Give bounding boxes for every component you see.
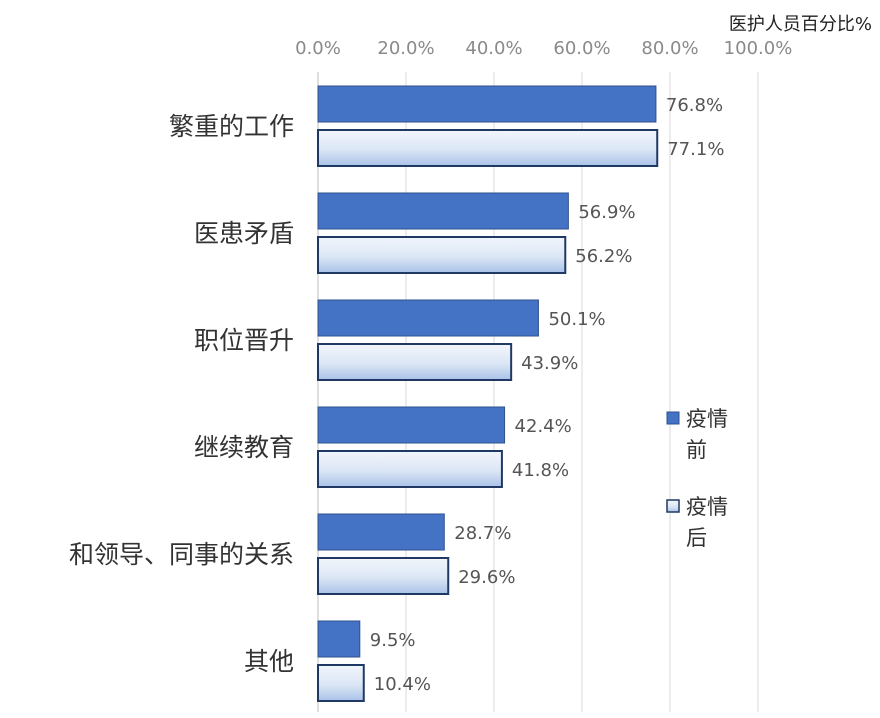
legend-swatch-after bbox=[666, 499, 680, 513]
bar-after bbox=[317, 664, 365, 702]
data-label-before: 28.7% bbox=[454, 523, 511, 544]
data-label-before: 76.8% bbox=[666, 95, 723, 116]
data-label-after: 41.8% bbox=[512, 460, 569, 481]
axis-unit-label: 医护人员百分比% bbox=[729, 14, 872, 35]
category-label: 和领导、同事的关系 bbox=[69, 540, 294, 569]
x-tick-label: 80.0% bbox=[641, 38, 698, 59]
data-labels: 76.8% 77.1% 56.9% 56.2% 50.1% 43.9% 42.4% 41.8%… bbox=[370, 95, 725, 695]
bar-after bbox=[317, 129, 659, 167]
legend-label: 后 bbox=[686, 526, 707, 550]
data-label-after: 43.9% bbox=[521, 353, 578, 374]
data-label-before: 56.9% bbox=[578, 202, 635, 223]
x-tick-label: 0.0% bbox=[295, 38, 341, 59]
bar-after bbox=[317, 450, 503, 488]
bar-before bbox=[317, 85, 657, 123]
data-label-after: 56.2% bbox=[575, 246, 632, 267]
category-label: 医患矛盾 bbox=[194, 219, 294, 248]
data-label-after: 10.4% bbox=[374, 674, 431, 695]
data-label-before: 42.4% bbox=[515, 416, 572, 437]
category-label: 繁重的工作 bbox=[169, 112, 294, 141]
bar-after bbox=[317, 557, 450, 595]
bar-after bbox=[317, 343, 513, 381]
grid-layer bbox=[317, 72, 759, 712]
legend-label: 前 bbox=[686, 438, 707, 462]
x-tick-label: 40.0% bbox=[465, 38, 522, 59]
x-axis-ticks: 0.0% 20.0% 40.0% 60.0% 80.0% 100.0% bbox=[295, 38, 792, 59]
category-label: 职位晋升 bbox=[194, 326, 294, 355]
category-label: 继续教育 bbox=[194, 433, 294, 462]
bar-before bbox=[317, 620, 361, 658]
legend-label: 疫情 bbox=[686, 495, 728, 519]
bars bbox=[317, 85, 659, 702]
bar-before bbox=[317, 299, 539, 337]
data-label-after: 29.6% bbox=[458, 567, 515, 588]
bar-before bbox=[317, 513, 445, 551]
legend-label: 疫情 bbox=[686, 407, 728, 431]
bar-after bbox=[317, 236, 567, 274]
x-tick-label: 20.0% bbox=[377, 38, 434, 59]
x-tick-label: 60.0% bbox=[553, 38, 610, 59]
data-label-before: 9.5% bbox=[370, 630, 416, 651]
category-label: 其他 bbox=[244, 647, 294, 676]
data-label-after: 77.1% bbox=[667, 139, 724, 160]
bar-before bbox=[317, 406, 506, 444]
legend-swatch-before bbox=[666, 411, 680, 425]
x-tick-label: 100.0% bbox=[724, 38, 793, 59]
data-label-before: 50.1% bbox=[548, 309, 605, 330]
bar-before bbox=[317, 192, 569, 230]
